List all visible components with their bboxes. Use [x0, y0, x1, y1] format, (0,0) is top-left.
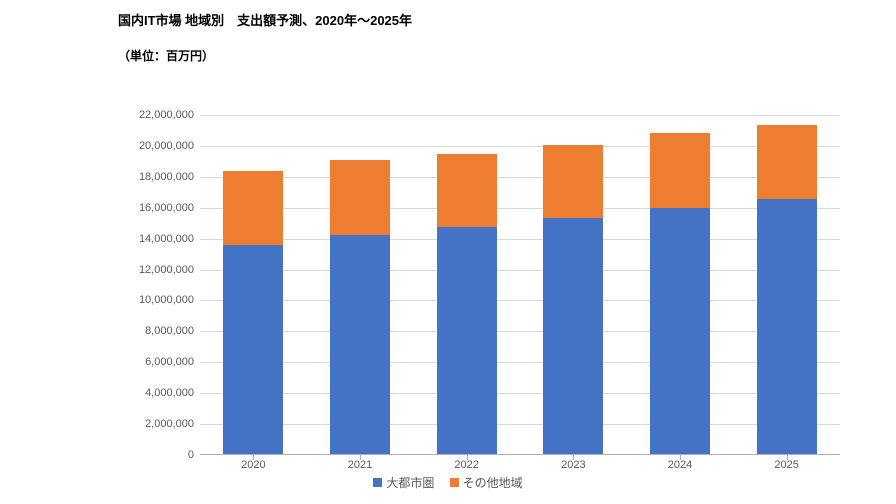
y-axis-label: 12,000,000	[110, 264, 194, 276]
y-axis-label: 2,000,000	[110, 418, 194, 430]
x-axis-label: 2021	[348, 459, 372, 471]
x-tick	[360, 455, 361, 460]
bar-segment	[437, 227, 497, 454]
bar-segment	[330, 235, 390, 454]
legend-swatch	[373, 478, 382, 487]
bar-segment	[330, 160, 390, 234]
x-axis-label: 2024	[668, 459, 692, 471]
bar	[543, 145, 603, 454]
y-axis-label: 8,000,000	[110, 325, 194, 337]
bar-segment	[223, 171, 283, 245]
legend-label: その他地域	[463, 476, 523, 490]
bar-segment	[757, 125, 817, 199]
x-axis-label: 2020	[241, 459, 265, 471]
legend-item: その他地域	[450, 474, 523, 491]
legend: 大都市圏 その他地域	[0, 474, 896, 491]
x-tick	[787, 455, 788, 460]
plot-area	[200, 115, 840, 455]
bar-segment	[543, 218, 603, 454]
x-tick	[680, 455, 681, 460]
y-axis-label: 14,000,000	[110, 233, 194, 245]
bar-segment	[223, 245, 283, 454]
y-axis-label: 6,000,000	[110, 356, 194, 368]
bar	[437, 154, 497, 454]
legend-item: 大都市圏	[373, 474, 434, 491]
legend-label: 大都市圏	[386, 476, 434, 490]
x-axis-label: 2022	[454, 459, 478, 471]
bar	[650, 133, 710, 454]
bar-segment	[543, 145, 603, 218]
chart-title: 国内IT市場 地域別 支出額予測、2020年～2025年	[118, 10, 412, 29]
bar-segment	[650, 133, 710, 209]
y-axis-label: 18,000,000	[110, 171, 194, 183]
y-axis-label: 20,000,000	[110, 140, 194, 152]
x-axis-label: 2025	[774, 459, 798, 471]
chart-area: 02,000,0004,000,0006,000,0008,000,00010,…	[110, 115, 850, 455]
bar	[757, 125, 817, 454]
bar	[223, 171, 283, 454]
bar-segment	[757, 199, 817, 454]
x-axis-label: 2023	[561, 459, 585, 471]
x-tick	[573, 455, 574, 460]
y-axis-label: 0	[110, 449, 194, 461]
y-axis-label: 4,000,000	[110, 387, 194, 399]
bar-segment	[437, 154, 497, 227]
y-axis-label: 10,000,000	[110, 294, 194, 306]
chart-subtitle: （単位：百万円）	[118, 47, 412, 64]
bar-segment	[650, 208, 710, 454]
y-axis-label: 22,000,000	[110, 109, 194, 121]
y-axis-label: 16,000,000	[110, 202, 194, 214]
bar	[330, 160, 390, 454]
legend-swatch	[450, 478, 459, 487]
x-tick	[467, 455, 468, 460]
x-tick	[253, 455, 254, 460]
